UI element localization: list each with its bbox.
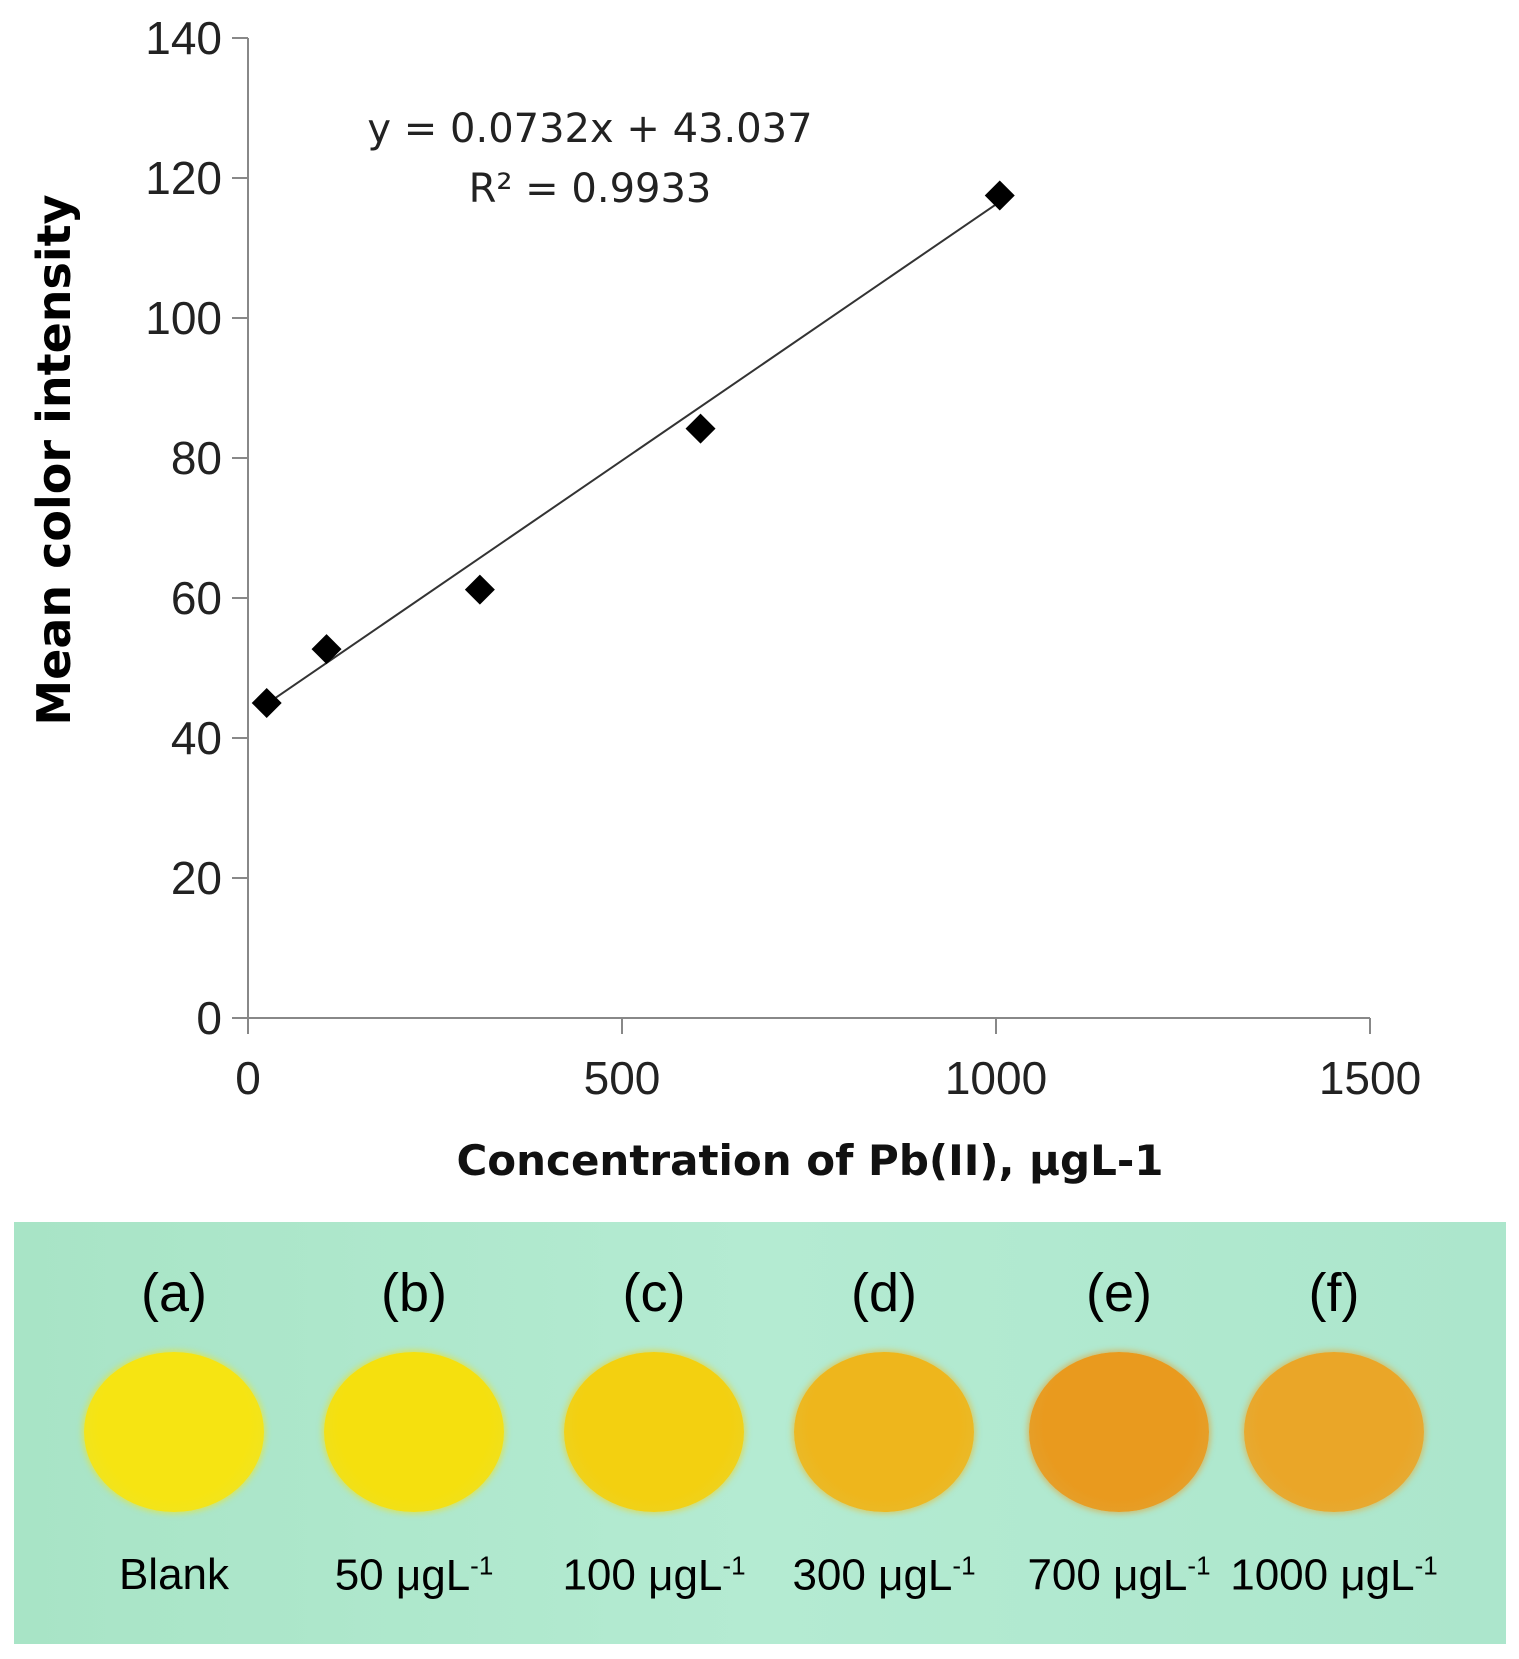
chart: 0 20 40 60 80 100 120 140 0 500 1000 1500 y = 0.07…: [27, 12, 1421, 1185]
sample-letter: (e): [1086, 1263, 1152, 1323]
sample-spot-card: (f) 1000 μgL-1: [1224, 1222, 1444, 1644]
trendline: [266, 200, 1001, 705]
sample-spot: [1029, 1352, 1209, 1512]
sample-concentration-label: Blank: [44, 1550, 304, 1600]
sample-letter: (d): [851, 1263, 917, 1323]
concentration-value: 50: [334, 1550, 384, 1600]
y-tick-label: 20: [171, 852, 222, 904]
sample-spot: [1244, 1352, 1424, 1512]
y-tick-label: 80: [171, 432, 222, 484]
x-axis-label: Concentration of Pb(II), μgL-1: [456, 1136, 1163, 1185]
y-tick-label: 140: [145, 12, 222, 64]
concentration-unit: μgL-1: [1100, 1550, 1211, 1600]
y-tick-label: 40: [171, 712, 222, 764]
y-tick-label: 120: [145, 152, 222, 204]
concentration-value: 700: [1027, 1550, 1101, 1600]
y-tick-label: 60: [171, 572, 222, 624]
sample-spot-card: (a) Blank: [64, 1222, 284, 1644]
x-tick-label: 1000: [945, 1052, 1047, 1104]
r2-annotation: R² = 0.9933: [469, 166, 712, 212]
sample-spot: [564, 1352, 744, 1512]
data-point: [984, 180, 1015, 211]
sample-spot: [84, 1352, 264, 1512]
sample-concentration-label: 1000 μgL-1: [1204, 1550, 1464, 1601]
sample-spot: [324, 1352, 504, 1512]
sample-letter: (f): [1308, 1263, 1360, 1323]
sample-letter: (a): [141, 1263, 207, 1323]
x-tick-label: 0: [235, 1052, 261, 1104]
concentration-value: 300: [792, 1550, 866, 1600]
sample-letter: (c): [622, 1263, 686, 1323]
data-point: [685, 413, 716, 444]
sample-concentration-label: 100 μgL-1: [524, 1550, 784, 1601]
x-tick-label: 1500: [1319, 1052, 1421, 1104]
sample-concentration-label: 50 μgL-1: [284, 1550, 544, 1601]
sample-spot-card: (b) 50 μgL-1: [304, 1222, 524, 1644]
concentration-value: Blank: [118, 1550, 230, 1599]
concentration-value: 100: [562, 1550, 636, 1600]
sample-photo-panel: (a) Blank (b) 50 μgL-1 (c) 100 μgL-1 (d) 300 μg…: [14, 1222, 1506, 1644]
concentration-value: 1000: [1230, 1550, 1329, 1600]
sample-letter: (b): [381, 1263, 447, 1323]
y-tick-label: 100: [145, 292, 222, 344]
sample-concentration-label: 700 μgL-1: [989, 1550, 1249, 1601]
x-tick-label: 500: [584, 1052, 661, 1104]
sample-spot-card: (c) 100 μgL-1: [544, 1222, 764, 1644]
sample-spot: [794, 1352, 974, 1512]
data-point: [464, 574, 495, 605]
y-axis-label: Mean color intensity: [27, 194, 81, 725]
sample-concentration-label: 300 μgL-1: [754, 1550, 1014, 1601]
data-point: [251, 688, 282, 718]
concentration-unit: μgL-1: [383, 1550, 494, 1600]
concentration-unit: μgL-1: [1328, 1550, 1438, 1600]
concentration-unit: μgL-1: [635, 1550, 746, 1600]
equation-annotation: y = 0.0732x + 43.037: [367, 106, 812, 152]
data-point: [311, 634, 342, 665]
concentration-unit: μgL-1: [865, 1550, 976, 1600]
y-tick-label: 0: [196, 992, 222, 1044]
sample-spot-card: (e) 700 μgL-1: [1009, 1222, 1229, 1644]
sample-spot-card: (d) 300 μgL-1: [774, 1222, 994, 1644]
